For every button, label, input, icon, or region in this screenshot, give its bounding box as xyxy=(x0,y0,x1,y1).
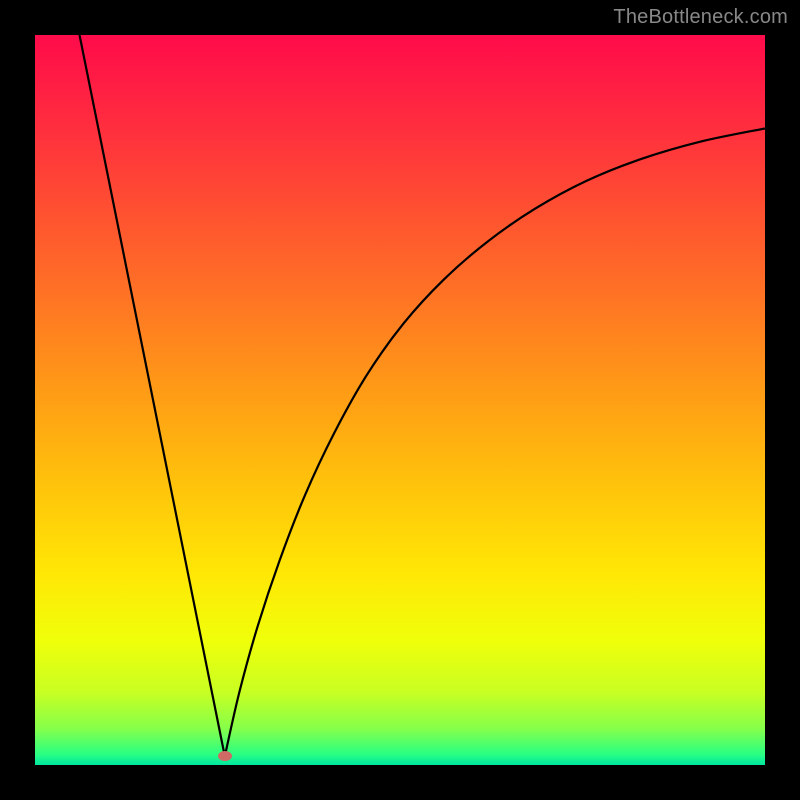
watermark-text: TheBottleneck.com xyxy=(613,6,788,29)
bottleneck-curve xyxy=(35,35,765,765)
plot-area xyxy=(35,35,765,765)
valley-marker xyxy=(218,751,232,761)
